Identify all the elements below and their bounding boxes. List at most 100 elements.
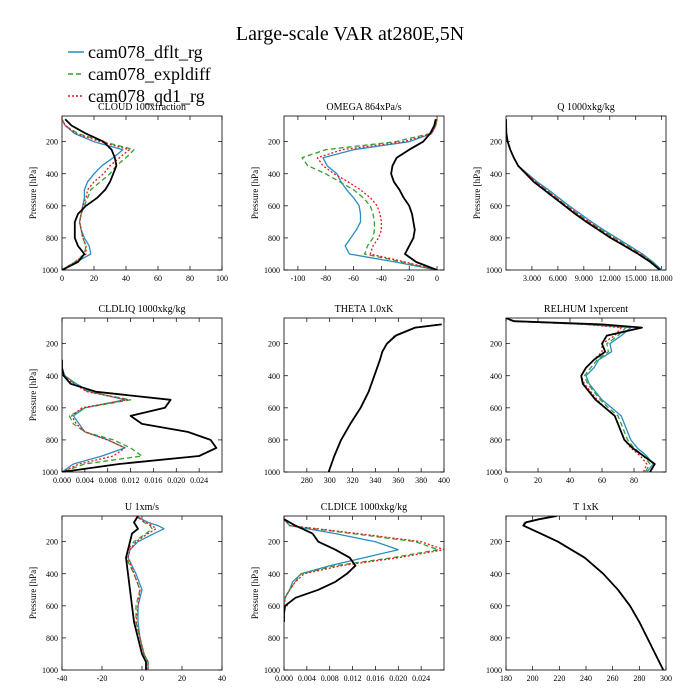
x-tick-label: 280 xyxy=(301,476,313,485)
y-tick-label: 600 xyxy=(268,202,280,211)
plot-frame xyxy=(283,115,445,271)
x-tick-label: 0.004 xyxy=(76,476,94,485)
y-tick-label: 800 xyxy=(268,234,280,243)
x-tick-label: 240 xyxy=(580,674,592,683)
y-tick-label: 1000 xyxy=(42,666,58,675)
series-line-cam078_expldiff xyxy=(506,318,651,472)
x-tick-label: 0 xyxy=(60,274,64,283)
series-line-cam078_qd1_rg xyxy=(284,518,444,622)
series-line-reference xyxy=(506,119,661,270)
y-tick-label: 1000 xyxy=(264,666,280,675)
y-tick-label: 800 xyxy=(490,634,502,643)
panel-u: U 1xm/s 200 400 600 800 1000-40 -20 0 20 40 Pressu… xyxy=(28,502,226,683)
x-tick-label: 300 xyxy=(660,674,672,683)
x-tick-label: 320 xyxy=(347,476,359,485)
legend-label-dflt: cam078_dflt_rg xyxy=(88,42,203,62)
panel-title: U 1xm/s xyxy=(125,502,159,513)
y-tick-label: 400 xyxy=(46,170,58,179)
y-tick-label: 400 xyxy=(46,372,58,381)
x-tick-label: -40 xyxy=(57,674,68,683)
panel-title: CLOUD 100xfraction xyxy=(98,102,186,113)
series-line-cam078_dflt_rg xyxy=(322,119,438,270)
x-tick-label: 80 xyxy=(186,274,194,283)
y-tick-label: 200 xyxy=(268,138,280,147)
x-tick-label: 60 xyxy=(154,274,162,283)
series-line-cam078_qd1_rg xyxy=(506,119,661,270)
y-tick-label: 800 xyxy=(268,634,280,643)
y-tick-label: 600 xyxy=(490,404,502,413)
series-line-reference xyxy=(284,518,357,622)
series-line-reference xyxy=(327,323,442,472)
panel-title: CLDLIQ 1000xkg/kg xyxy=(99,304,186,315)
panel-title: T 1xK xyxy=(573,502,599,513)
y-tick-label: 1000 xyxy=(264,266,280,275)
x-tick-label: 0.004 xyxy=(298,674,316,683)
legend-label-qd1: cam078_qd1_rg xyxy=(88,86,205,106)
x-tick-label: 40 xyxy=(218,674,226,683)
series-line-cam078_dflt_rg xyxy=(62,118,124,270)
x-tick-label: 0.000 xyxy=(275,674,293,683)
y-axis-label: Pressure [hPa] xyxy=(28,567,38,619)
y-tick-label: 200 xyxy=(46,340,58,349)
series-line-cam078_expldiff xyxy=(506,119,662,270)
x-tick-label: -60 xyxy=(348,274,359,283)
x-tick-label: 3.000 xyxy=(523,274,541,283)
x-tick-label: -40 xyxy=(376,274,387,283)
x-tick-label: 0.016 xyxy=(366,674,384,683)
panel-title: CLDICE 1000xkg/kg xyxy=(321,502,407,513)
y-axis-label: Pressure [hPa] xyxy=(28,369,38,421)
y-tick-label: 800 xyxy=(46,436,58,445)
x-tick-label: 200 xyxy=(527,674,539,683)
y-tick-label: 800 xyxy=(46,234,58,243)
x-tick-label: 380 xyxy=(415,476,427,485)
plot-frame xyxy=(61,115,223,271)
panel-omega: OMEGA 864xPa/s 200 400 600 800 1000 -100 -80 -60… xyxy=(250,102,445,283)
plot-frame xyxy=(61,317,223,473)
y-axis-label: Pressure [hPa] xyxy=(250,167,260,219)
x-tick-label: 20 xyxy=(534,476,542,485)
x-tick-label: 0 xyxy=(140,674,144,683)
y-axis-label: Pressure [hPa] xyxy=(472,167,482,219)
series-line-cam078_expldiff xyxy=(284,518,439,622)
x-tick-label: 400 xyxy=(438,476,450,485)
series-line-cam078_expldiff xyxy=(301,119,438,270)
y-tick-label: 1000 xyxy=(42,468,58,477)
x-tick-label: -20 xyxy=(97,674,108,683)
y-tick-label: 400 xyxy=(46,570,58,579)
y-tick-label: 800 xyxy=(268,436,280,445)
series-line-cam078_dflt_rg xyxy=(522,516,664,670)
series-line-reference xyxy=(125,516,147,670)
x-tick-label: 100 xyxy=(216,274,228,283)
x-tick-label: 0.020 xyxy=(167,476,185,485)
x-tick-label: 280 xyxy=(633,674,645,683)
y-tick-label: 200 xyxy=(46,538,58,547)
x-tick-label: 18.000 xyxy=(651,274,673,283)
x-tick-label: 20 xyxy=(178,674,186,683)
x-tick-label: 0.012 xyxy=(122,476,140,485)
y-tick-label: 1000 xyxy=(264,468,280,477)
plot-frame xyxy=(505,115,667,271)
y-tick-label: 1000 xyxy=(486,666,502,675)
x-tick-label: 0.024 xyxy=(190,476,208,485)
series-line-cam078_dflt_rg xyxy=(284,518,399,622)
legend: cam078_dflt_rg cam078_expldiff cam078_qd… xyxy=(68,42,211,106)
y-tick-label: 400 xyxy=(268,570,280,579)
series-line-cam078_qd1_rg xyxy=(127,516,157,670)
x-tick-label: 20 xyxy=(90,274,98,283)
y-tick-label: 600 xyxy=(46,202,58,211)
series-line-reference xyxy=(390,119,438,270)
series-line-reference xyxy=(522,516,665,670)
x-tick-label: -20 xyxy=(404,274,415,283)
x-tick-label: 0.012 xyxy=(344,674,362,683)
x-tick-label: 260 xyxy=(607,674,619,683)
x-tick-label: 0.008 xyxy=(99,476,117,485)
y-tick-label: 800 xyxy=(490,234,502,243)
series-line-cam078_qd1_rg xyxy=(506,318,648,472)
y-tick-label: 200 xyxy=(268,538,280,547)
x-tick-label: 12.000 xyxy=(599,274,621,283)
x-tick-label: 0.020 xyxy=(389,674,407,683)
y-tick-label: 400 xyxy=(268,170,280,179)
